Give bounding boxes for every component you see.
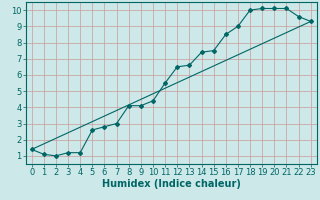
X-axis label: Humidex (Indice chaleur): Humidex (Indice chaleur) (102, 179, 241, 189)
